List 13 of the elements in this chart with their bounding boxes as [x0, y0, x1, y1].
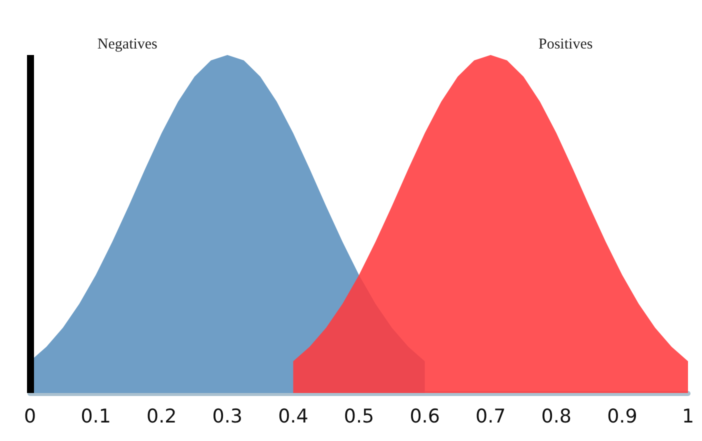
x-tick-label: 0.3 — [212, 406, 243, 428]
x-tick-label: 0.8 — [541, 406, 572, 428]
x-tick-label: 0.2 — [146, 406, 177, 428]
x-tick-label: 0.5 — [344, 406, 374, 428]
x-tick-label: 0.9 — [607, 406, 638, 428]
x-tick-label: 0.6 — [410, 406, 440, 428]
x-tick-label: 0 — [24, 406, 36, 428]
x-tick-label: 0.7 — [475, 406, 506, 428]
series-label: Positives — [538, 36, 593, 52]
x-tick-label: 0.1 — [80, 406, 111, 428]
text: Negatives — [97, 36, 158, 52]
x-tick-label: 1 — [682, 406, 694, 428]
x-tick-label: 0.4 — [278, 406, 308, 428]
